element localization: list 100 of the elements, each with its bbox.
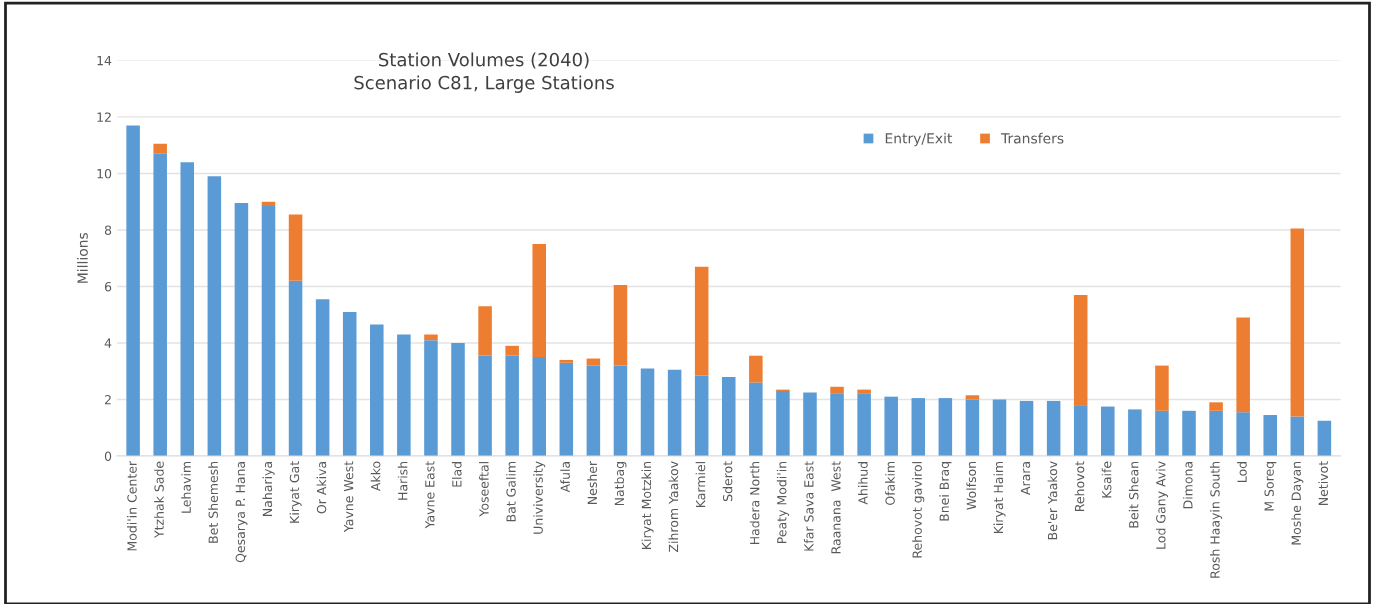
bar [559,359,574,363]
x-tick-label: Beit Shean [1128,461,1139,528]
bar [315,299,330,457]
bar [1209,402,1223,411]
x-tick-label: Wolfson [966,461,977,510]
x-tick-label: Rosh Haayin South [1210,461,1223,578]
x-tick-label: Ahihud [858,462,868,505]
bar [505,345,519,356]
x-tick-label: Dimona [1182,462,1193,509]
bar [478,355,492,457]
bar [586,358,601,366]
x-tick-label: Lehavim [181,461,191,513]
bar [1263,415,1277,457]
x-tick-label: Ytzhak Sade [154,461,164,539]
bar [749,355,763,383]
y-tick-label: 14 [97,56,112,66]
bar [153,143,167,154]
bar [532,357,546,457]
x-tick-label: Raanana West [831,461,841,554]
bar [424,340,438,457]
y-tick-label: 2 [104,394,111,405]
x-tick-label: Kfar Sava East [803,461,814,551]
bar [667,369,682,457]
bar [180,162,195,457]
x-tick-label: Lod Gany Aviv [1155,461,1168,549]
x-tick-label: Ofakim [885,461,895,505]
x-tick-label: Zihrom Yaakov [668,461,679,552]
chart-title: Station Volumes (2040) Scenario C81, Large Stations [354,52,614,93]
y-tick-label: 4 [104,338,112,348]
y-tick-label: 12 [97,112,111,122]
x-tick-label: Akko [370,461,381,492]
bar [911,398,926,457]
bar [586,365,601,457]
x-tick-label: Kiryat Motzkin [641,461,654,549]
x-tick-label: Rehovot gavirol [912,462,925,558]
bar [1317,420,1332,457]
legend-label: Transfers [1000,132,1064,144]
x-tick-label: Harish [397,461,408,500]
bar [938,398,953,457]
bar [532,244,546,358]
legend-label: Entry/Exit [885,132,953,147]
bar [721,376,736,457]
x-tick-label: Peaty Modi'in [776,461,789,544]
bar [1236,317,1250,413]
bar [370,324,384,457]
x-tick-label: Hadera North [749,461,760,545]
x-tick-label: Yoseeftal [479,462,489,517]
bar [559,362,574,457]
bar [1046,400,1061,457]
bar [992,399,1007,457]
bar [397,334,411,457]
bar [234,203,249,457]
bar [965,399,980,457]
bar [694,375,709,457]
x-tick-label: Bat Galim [506,461,516,522]
bar [451,342,465,457]
x-tick-label: Bnei Braq [939,462,952,521]
x-tick-label: Nahariya [262,462,275,516]
bar [505,355,519,457]
bar [1182,410,1196,457]
bar [288,214,303,281]
bar [613,285,628,366]
x-tick-label: Qesarya P. Hana [235,462,248,563]
x-tick-label: Yavne West [344,461,354,533]
bar [342,311,357,457]
bar [1019,400,1034,457]
x-tick-label: Ksaife [1101,461,1112,498]
bar [261,201,276,206]
bar [830,386,844,394]
bar [1073,294,1088,406]
y-tick-label: 8 [104,225,112,235]
x-tick-label: Moshe Dayan [1291,461,1304,545]
bar [1155,365,1169,411]
bar [153,153,167,457]
bar [776,391,790,457]
bar [965,395,980,400]
bar [1209,410,1223,457]
x-tick-label: Natbag [614,462,627,506]
bar [857,389,871,394]
x-tick-label: Kiryat Gat [289,461,302,523]
bar [261,205,276,457]
x-tick-label: Bet Shemesh [208,461,218,543]
bar [424,334,438,341]
x-tick-label: Kiryat Haim [993,461,1006,534]
x-tick-label: Afula [560,462,570,493]
bar [640,368,655,457]
bar [857,393,871,457]
bar [1236,412,1250,457]
bar [749,382,763,457]
bar [1073,405,1088,457]
x-tick-label: Nesher [587,460,598,504]
x-tick-label: Netivot [1318,461,1329,506]
x-tick-label: M Soreq [1264,462,1277,511]
bar [1155,410,1169,457]
x-tick-label: Elad [451,462,462,487]
bar [1290,228,1305,417]
bar [478,306,492,356]
bar [830,393,844,457]
bar [694,266,709,376]
x-tick-label: Modi'in Center [127,460,137,551]
